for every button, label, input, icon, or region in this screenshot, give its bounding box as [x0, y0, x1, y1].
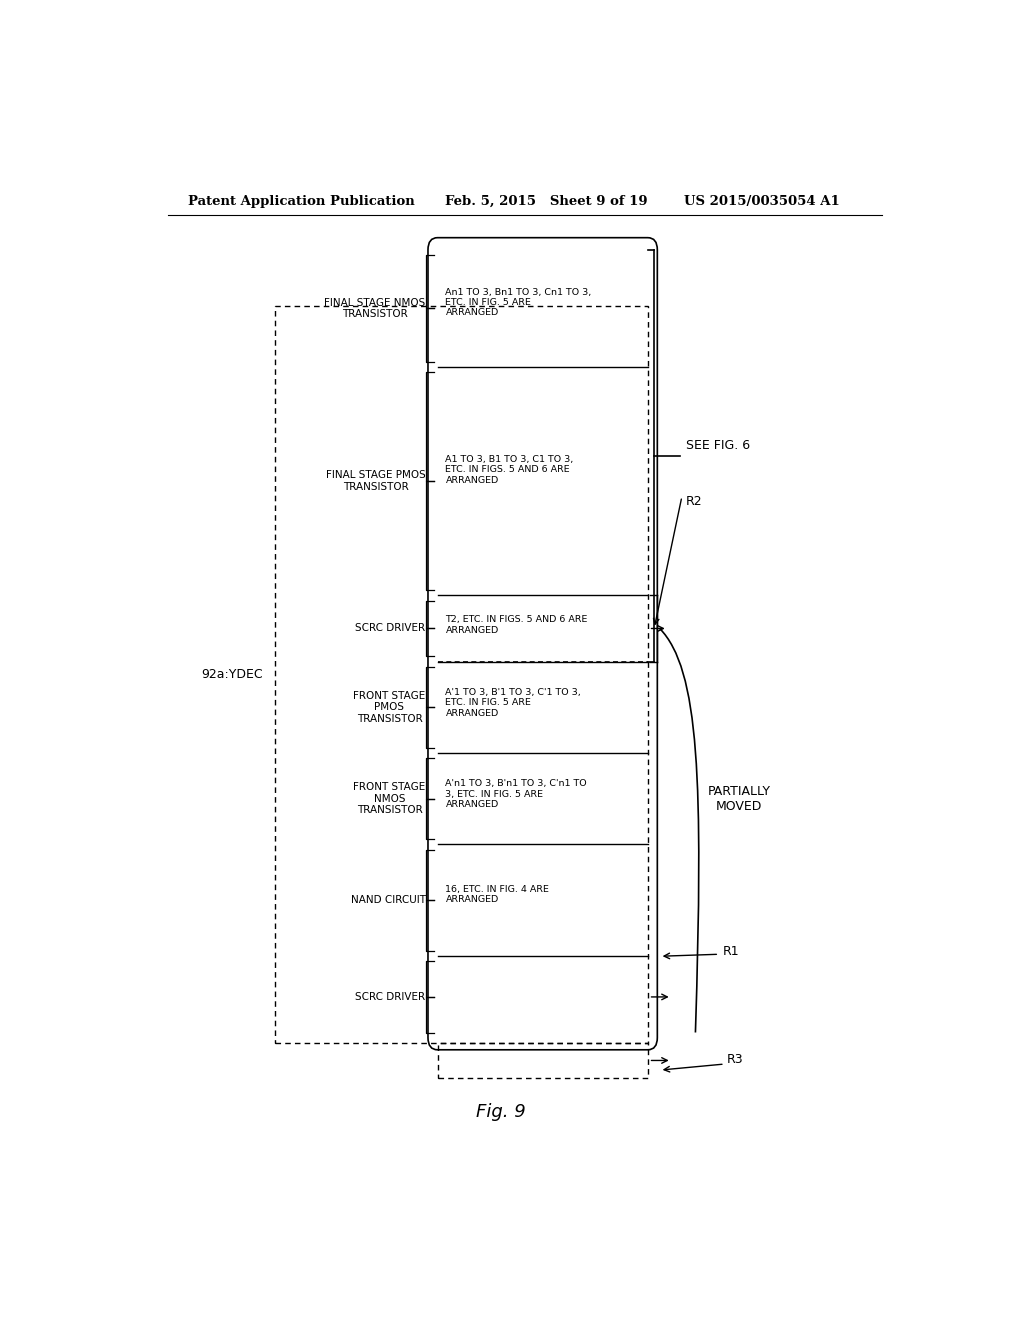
Text: SCRC DRIVER: SCRC DRIVER [355, 623, 426, 634]
Text: PARTIALLY
MOVED: PARTIALLY MOVED [708, 784, 770, 813]
Text: T2, ETC. IN FIGS. 5 AND 6 ARE
ARRANGED: T2, ETC. IN FIGS. 5 AND 6 ARE ARRANGED [445, 615, 588, 635]
Text: R3: R3 [727, 1053, 743, 1067]
Text: Feb. 5, 2015   Sheet 9 of 19: Feb. 5, 2015 Sheet 9 of 19 [445, 194, 648, 207]
Text: 16, ETC. IN FIG. 4 ARE
ARRANGED: 16, ETC. IN FIG. 4 ARE ARRANGED [445, 886, 549, 904]
Text: R2: R2 [686, 495, 702, 508]
Text: US 2015/0035054 A1: US 2015/0035054 A1 [684, 194, 840, 207]
Text: NAND CIRCUIT: NAND CIRCUIT [350, 895, 426, 906]
Text: SCRC DRIVER: SCRC DRIVER [355, 991, 426, 1002]
Text: FRONT STAGE
PMOS
TRANSISTOR: FRONT STAGE PMOS TRANSISTOR [353, 690, 426, 723]
Text: A'n1 TO 3, B'n1 TO 3, C'n1 TO
3, ETC. IN FIG. 5 ARE
ARRANGED: A'n1 TO 3, B'n1 TO 3, C'n1 TO 3, ETC. IN… [445, 779, 587, 809]
Text: SEE FIG. 6: SEE FIG. 6 [686, 440, 750, 451]
Text: FINAL STAGE PMOS
TRANSISTOR: FINAL STAGE PMOS TRANSISTOR [326, 470, 426, 492]
Text: R1: R1 [723, 945, 739, 958]
Text: FINAL STAGE NMOS
TRANSISTOR: FINAL STAGE NMOS TRANSISTOR [325, 297, 426, 319]
Text: 92a:YDEC: 92a:YDEC [202, 668, 263, 681]
Text: FRONT STAGE
NMOS
TRANSISTOR: FRONT STAGE NMOS TRANSISTOR [353, 783, 426, 816]
Text: A1 TO 3, B1 TO 3, C1 TO 3,
ETC. IN FIGS. 5 AND 6 ARE
ARRANGED: A1 TO 3, B1 TO 3, C1 TO 3, ETC. IN FIGS.… [445, 455, 573, 484]
Text: A'1 TO 3, B'1 TO 3, C'1 TO 3,
ETC. IN FIG. 5 ARE
ARRANGED: A'1 TO 3, B'1 TO 3, C'1 TO 3, ETC. IN FI… [445, 688, 582, 718]
Text: Fig. 9: Fig. 9 [476, 1102, 526, 1121]
Text: Patent Application Publication: Patent Application Publication [187, 194, 415, 207]
Text: An1 TO 3, Bn1 TO 3, Cn1 TO 3,
ETC. IN FIG. 5 ARE
ARRANGED: An1 TO 3, Bn1 TO 3, Cn1 TO 3, ETC. IN FI… [445, 288, 592, 317]
